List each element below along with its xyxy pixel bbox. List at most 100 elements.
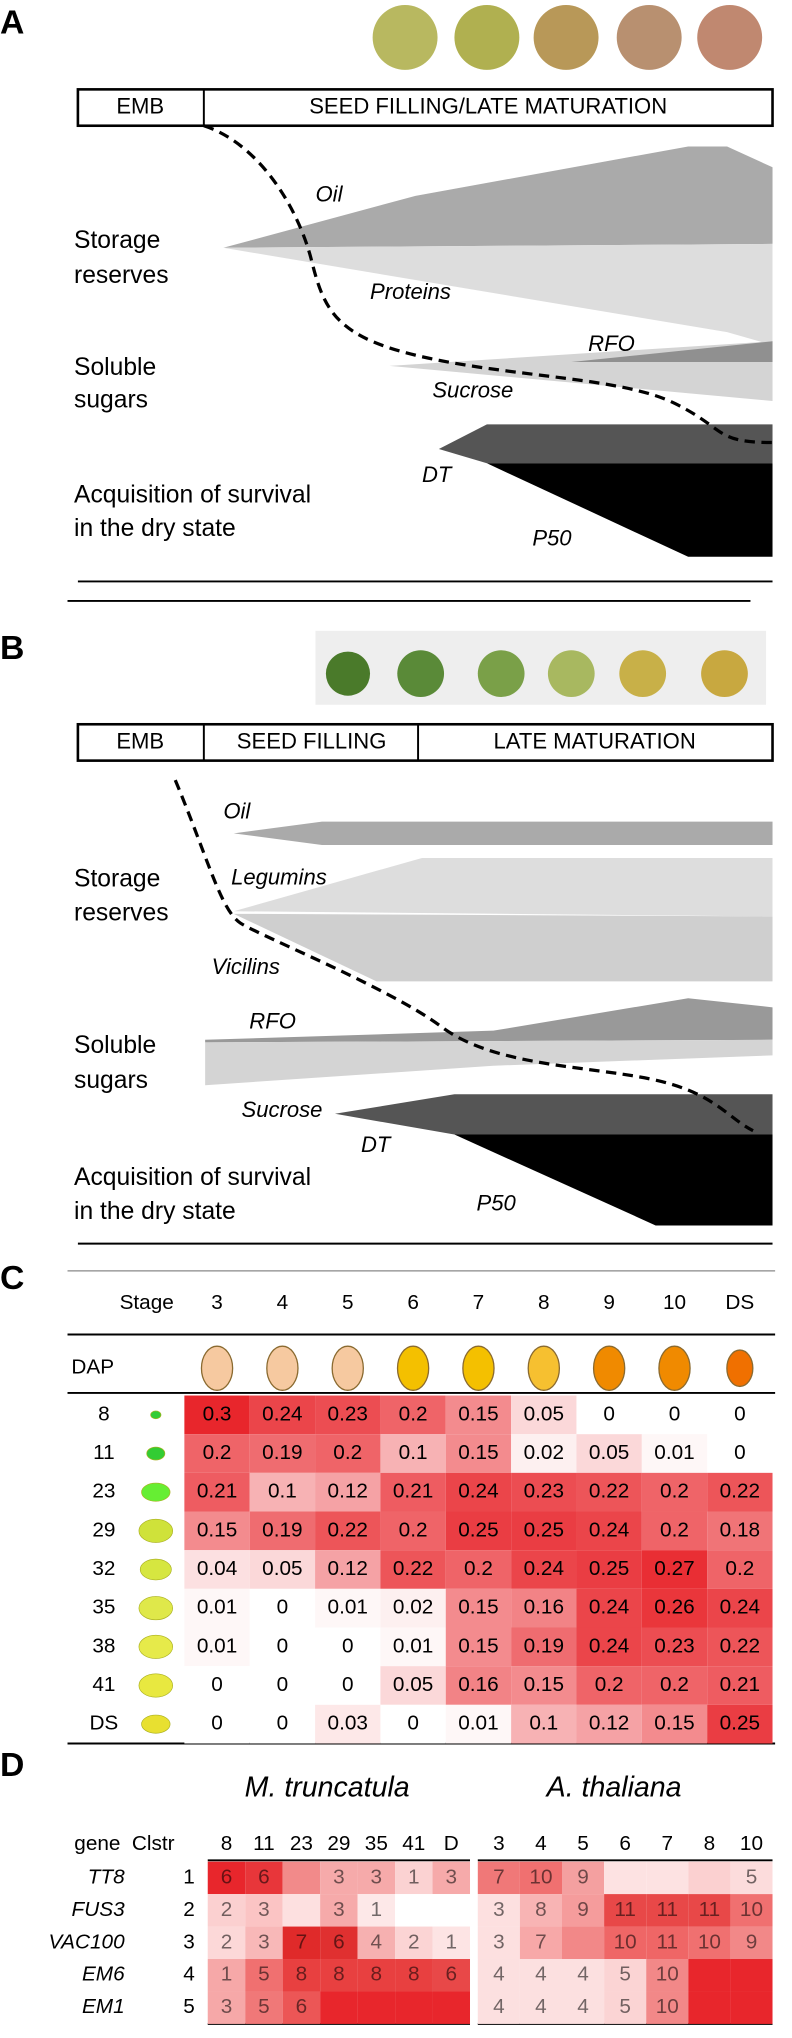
stage-name: SEED FILLING (237, 728, 387, 753)
cell-value: 0.01 (197, 1596, 237, 1619)
cell-value: 0.22 (393, 1557, 433, 1580)
curve-label: Oil (316, 182, 344, 207)
cell-value: 6 (221, 1865, 233, 1888)
stage-name: EMB (116, 93, 164, 118)
dap-label: 23 (92, 1480, 115, 1503)
cluster-id: 3 (183, 1930, 195, 1953)
cell-value: 4 (493, 1995, 505, 2018)
cell-value: 0.15 (524, 1673, 564, 1696)
gene-name: EM1 (82, 1995, 125, 2018)
cell-value: 0.22 (720, 1480, 760, 1503)
cell-value: 10 (740, 1898, 763, 1921)
heat-cell (283, 1894, 320, 1926)
cell-value: 0.23 (328, 1402, 368, 1425)
cell-value: 0.26 (654, 1596, 694, 1619)
column-label: 11 (253, 1832, 275, 1855)
cell-value: 10 (656, 1963, 679, 1986)
cell-value: 0.05 (393, 1673, 433, 1696)
cell-value: 0.2 (725, 1557, 754, 1580)
heat-cell (646, 1862, 688, 1894)
stage-number: 6 (407, 1291, 419, 1314)
row-label: in the dry state (74, 1198, 236, 1225)
species-name: M. truncatula (245, 1771, 410, 1803)
dap-label: 11 (93, 1441, 115, 1464)
cell-value: 0.2 (660, 1480, 689, 1503)
cell-value: 0.15 (458, 1441, 498, 1464)
cell-value: 2 (408, 1930, 420, 1953)
stage-number: 7 (473, 1291, 485, 1314)
dap-label: 29 (92, 1518, 115, 1541)
column-label: 3 (493, 1832, 505, 1855)
p50-band (487, 463, 773, 556)
sucrose-band (205, 1040, 772, 1085)
embryo-icon (147, 1447, 165, 1460)
row-label: Storage (74, 866, 160, 893)
cell-value: 9 (746, 1930, 758, 1953)
column-label: 35 (365, 1832, 388, 1855)
cell-value: 5 (258, 1995, 270, 2018)
row-label: Soluble (74, 1032, 156, 1059)
cell-value: 0.2 (399, 1402, 428, 1425)
stage-number: 10 (663, 1291, 686, 1314)
cell-value: 9 (577, 1898, 589, 1921)
cell-value: 0.01 (197, 1634, 237, 1657)
seed-photo-a (373, 5, 763, 70)
curve-label: DT (422, 462, 453, 487)
cell-value: 0 (342, 1634, 354, 1657)
column-label: 29 (327, 1832, 350, 1855)
row-label: reserves (74, 262, 169, 289)
cell-value: 0.2 (660, 1518, 689, 1541)
heat-cell (433, 1991, 470, 2023)
cell-value: 11 (656, 1930, 678, 1953)
cell-value: 0.12 (328, 1557, 368, 1580)
seed-icon (727, 1350, 753, 1386)
cell-value: 0.02 (524, 1441, 564, 1464)
cell-value: 9 (577, 1865, 589, 1888)
cell-value: 4 (577, 1963, 589, 1986)
cell-value: 0 (342, 1673, 354, 1696)
stage-number: 3 (211, 1291, 223, 1314)
cell-value: 8 (408, 1963, 420, 1986)
cell-value: 0.2 (399, 1518, 428, 1541)
header-label: Clstr (132, 1832, 175, 1855)
cell-value: 3 (445, 1865, 457, 1888)
heat-cell (730, 1959, 772, 1991)
gene-name: TT8 (88, 1865, 125, 1888)
heat-cell (395, 1894, 432, 1926)
heat-cell (433, 1894, 470, 1926)
cell-value: 0 (407, 1712, 419, 1735)
cell-value: 0 (277, 1634, 289, 1657)
cell-value: 0.2 (203, 1441, 232, 1464)
row-label: Acquisition of survival (74, 1164, 311, 1191)
cell-value: 0.1 (399, 1441, 428, 1464)
stage-name: EMB (116, 728, 164, 753)
cell-value: 0.23 (524, 1480, 564, 1503)
cell-value: 11 (614, 1898, 636, 1921)
panel-letter: D (0, 1746, 24, 1784)
species-name: A. thaliana (545, 1771, 682, 1803)
cell-value: 0.12 (589, 1712, 629, 1735)
cell-value: 11 (699, 1898, 721, 1921)
cell-value: 3 (333, 1898, 345, 1921)
column-label: 8 (704, 1832, 716, 1855)
cell-value: 8 (296, 1963, 308, 1986)
header-label: gene (74, 1832, 120, 1855)
embryo-icon (139, 1635, 173, 1658)
cell-value: 0.01 (393, 1634, 433, 1657)
stage-number: DS (725, 1291, 754, 1314)
cell-value: 0.15 (197, 1518, 237, 1541)
cell-value: 0.16 (524, 1596, 564, 1619)
cell-value: 0.12 (328, 1480, 368, 1503)
cell-value: 0.02 (393, 1596, 433, 1619)
cluster-id: 1 (183, 1865, 195, 1888)
cell-value: 3 (258, 1930, 270, 1953)
row-label: in the dry state (74, 515, 236, 542)
heat-cell (358, 1991, 395, 2023)
cell-value: 8 (333, 1963, 345, 1986)
row-label: Acquisition of survival (74, 481, 311, 508)
cell-value: 0.24 (589, 1518, 629, 1541)
cell-value: 0.22 (720, 1634, 760, 1657)
gene-name: EM6 (82, 1963, 125, 1986)
cell-value: 0.03 (328, 1712, 368, 1735)
cell-value: 0.04 (197, 1557, 237, 1580)
